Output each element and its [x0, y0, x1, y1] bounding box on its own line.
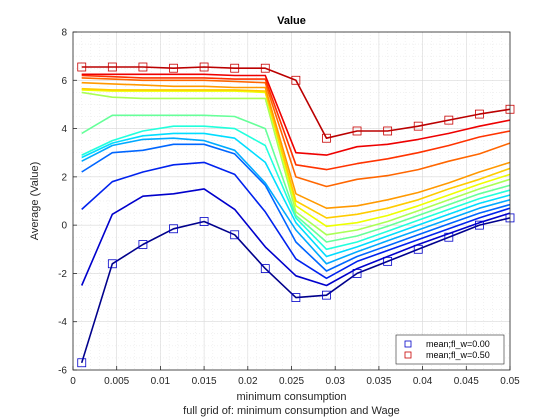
x-axis: 0 0.005 0.01 0.015 0.02 0.025 0.03 0.035 0.04 0.0… [70, 366, 520, 387]
legend: mean;fl_w=0.00 mean;fl_w=0.50 [395, 334, 505, 365]
x-tick-label: 0.035 [366, 376, 391, 387]
series-line-8 [81, 91, 511, 236]
x-tick-label: 0.015 [192, 376, 217, 387]
series-line-7 [81, 114, 511, 243]
y-tick-label: 8 [61, 28, 67, 39]
data-marker-series-0 [230, 230, 240, 240]
data-marker-series-0 [413, 244, 423, 254]
data-marker-series-0 [107, 259, 117, 269]
series-group [80, 66, 511, 364]
legend-marker-fl-w-0 [404, 340, 412, 348]
data-marker-series-0 [291, 293, 301, 302]
data-marker-series-0 [475, 220, 484, 230]
x-axis-label: minimum consumption [236, 391, 346, 403]
series-line-10 [81, 87, 511, 219]
data-marker-series-15 [138, 62, 148, 72]
data-marker-series-0 [169, 224, 178, 234]
series-line-6 [81, 125, 511, 251]
data-marker-series-15 [199, 62, 209, 72]
x-tick-label: 0.025 [279, 376, 304, 387]
x-tick-label: 0.03 [325, 376, 345, 387]
data-marker-series-15 [169, 63, 178, 73]
y-tick-label: -4 [58, 317, 67, 328]
series-line-9 [81, 89, 511, 228]
data-marker-series-15 [230, 63, 240, 73]
x-tick-label: 0.045 [454, 376, 479, 387]
data-marker-series-15 [260, 63, 270, 73]
x-tick-label: 0.02 [238, 376, 258, 387]
series-line-2 [81, 161, 511, 280]
data-marker-series-15 [291, 75, 301, 85]
y-tick-label: -6 [58, 366, 67, 377]
figure-caption: full grid of: minimum consumption and Wa… [183, 405, 400, 417]
y-tick-label: 4 [61, 124, 67, 135]
data-marker-series-15 [107, 62, 117, 72]
data-marker-series-15 [444, 115, 454, 125]
data-marker-series-15 [352, 126, 362, 136]
x-tick-label: 0 [70, 376, 76, 387]
chart-title: Value [277, 15, 306, 27]
data-marker-series-0 [383, 256, 393, 266]
series-line-11 [81, 81, 511, 209]
data-marker-series-0 [138, 240, 148, 249]
data-marker-series-15 [77, 62, 87, 72]
series-line-14 [81, 73, 511, 156]
data-marker-series-15 [322, 133, 331, 143]
legend-entry-fl-w-050: mean;fl_w=0.50 [426, 350, 490, 360]
x-tick-label: 0.01 [151, 376, 171, 387]
y-tick-label: -2 [58, 269, 67, 280]
series-line-15 [81, 66, 511, 139]
x-tick-label: 0.04 [413, 376, 433, 387]
legend-box [395, 334, 505, 365]
series-line-4 [81, 137, 511, 265]
series-line-0 [80, 217, 511, 364]
y-axis-label: Average (Value) [29, 162, 41, 240]
series-line-5 [81, 132, 511, 258]
y-tick-label: 6 [61, 76, 67, 87]
data-marker-series-15 [475, 109, 484, 119]
legend-entry-fl-w-0: mean;fl_w=0.00 [426, 339, 490, 349]
y-tick-label: 2 [61, 172, 67, 183]
data-marker-series-15 [383, 126, 393, 136]
data-marker-series-0 [77, 358, 87, 368]
y-tick-label: 0 [61, 221, 67, 232]
data-marker-series-15 [413, 121, 423, 131]
x-tick-label: 0.005 [104, 376, 129, 387]
data-marker-series-0 [322, 290, 331, 300]
data-marker-series-0 [444, 232, 454, 242]
series-line-1 [80, 188, 511, 287]
x-tick-label: 0.05 [500, 376, 520, 387]
legend-marker-fl-w-050 [404, 351, 412, 359]
data-marker-series-0 [352, 269, 362, 278]
y-axis: -6 -4 -2 0 2 4 6 8 [58, 28, 77, 377]
marker-group [77, 62, 515, 368]
data-marker-series-0 [260, 264, 270, 274]
series-line-3 [81, 143, 511, 272]
series-line-12 [81, 77, 511, 188]
data-marker-series-0 [199, 217, 209, 226]
series-line-13 [81, 74, 511, 171]
